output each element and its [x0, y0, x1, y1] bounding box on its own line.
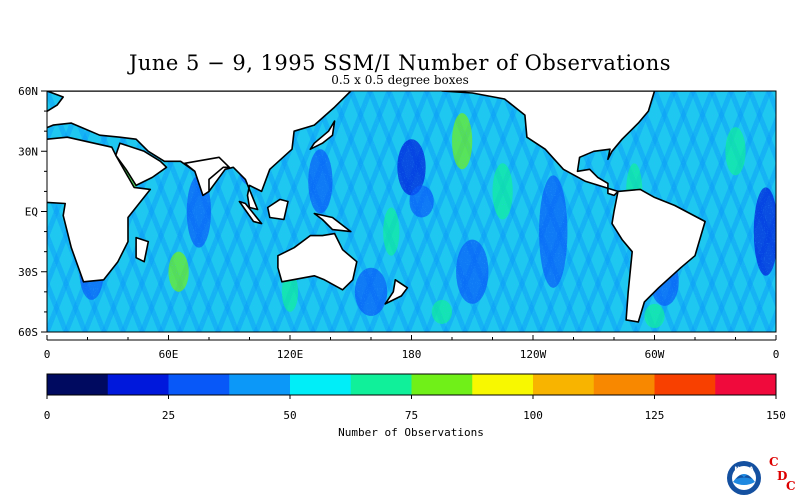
lon-tick-label: 120E	[277, 348, 304, 361]
colorbar-tick-label: 150	[766, 409, 786, 422]
land-masses	[47, 91, 747, 323]
lon-tick-label: 0	[44, 348, 51, 361]
colorbar-tick-label: 100	[523, 409, 543, 422]
lat-tick-label: 30N	[18, 145, 38, 158]
lon-tick-label: 120W	[520, 348, 547, 361]
lat-tick-label: 60S	[18, 326, 38, 339]
s-america-landmass	[611, 188, 706, 323]
chart-subtitle: 0.5 x 0.5 degree boxes	[331, 73, 469, 87]
india-landmass	[183, 156, 231, 197]
colorbar-segment	[229, 374, 291, 395]
colorbar-segment	[411, 374, 473, 395]
africa-landmass	[47, 136, 152, 283]
colorbar-segment	[107, 374, 169, 395]
sumatra-landmass	[238, 200, 263, 225]
logo-letter-c1: C	[769, 455, 779, 469]
noaa-cdc-logo: NOAA C D C	[727, 455, 796, 495]
new-zealand-landmass	[384, 278, 409, 305]
colorbar-tick-label: 75	[405, 409, 418, 422]
noaa-text: NOAA	[734, 466, 754, 473]
colorbar-tick-label: 125	[645, 409, 665, 422]
swath-stripe	[0, 91, 9, 332]
colorbar-segment	[715, 374, 777, 395]
logo-letter-c2: C	[786, 479, 796, 493]
colorbar-tick-label: 0	[44, 409, 51, 422]
lat-tick-label: 60N	[18, 85, 38, 98]
swath-stripe	[47, 91, 50, 98]
colorbar-label: Number of Observations	[338, 426, 484, 439]
swath-stripe	[788, 91, 800, 332]
new-guinea-landmass	[313, 212, 352, 233]
latitude-axis: 60N 30N EQ 30S 60S	[18, 85, 47, 339]
lon-tick-label: 60W	[645, 348, 665, 361]
australia-landmass	[277, 232, 358, 291]
borneo-landmass	[266, 198, 289, 221]
lon-tick-label: 0	[773, 348, 780, 361]
colorbar-tick-label: 25	[162, 409, 175, 422]
colorbar-segment	[533, 374, 595, 395]
colorbar-tick-label: 50	[283, 409, 296, 422]
lon-tick-label: 60E	[159, 348, 179, 361]
japan-landmass	[309, 120, 336, 150]
colorbar: 0 25 50 75 100 125 150	[44, 373, 786, 422]
gull-icon	[736, 475, 752, 479]
colorbar-segment	[168, 374, 230, 395]
colorbar-segment	[593, 374, 655, 395]
colorbar-segment	[472, 374, 534, 395]
madagascar-landmass	[135, 236, 150, 263]
chart-title: June 5 − 9, 1995 SSM/I Number of Observa…	[128, 51, 672, 75]
colorbar-segment	[350, 374, 412, 395]
longitude-axis: 0 60E 120E 180 120W 60W 0	[44, 335, 780, 361]
colorbar-segment	[290, 374, 352, 395]
arabia-landmass	[115, 142, 168, 187]
observation-map	[0, 90, 800, 333]
greenland-landmass	[653, 91, 747, 92]
colorbar-segment	[654, 374, 716, 395]
lon-tick-label: 180	[402, 348, 422, 361]
swath-stripe	[0, 91, 9, 332]
lat-tick-label: EQ	[25, 206, 38, 219]
colorbar-segment	[47, 374, 109, 395]
logo-letter-d: D	[777, 469, 787, 483]
swath-stripe	[47, 325, 50, 332]
n-america-landmass	[441, 91, 656, 197]
swath-stripe	[788, 91, 800, 332]
lat-tick-label: 30S	[18, 266, 38, 279]
